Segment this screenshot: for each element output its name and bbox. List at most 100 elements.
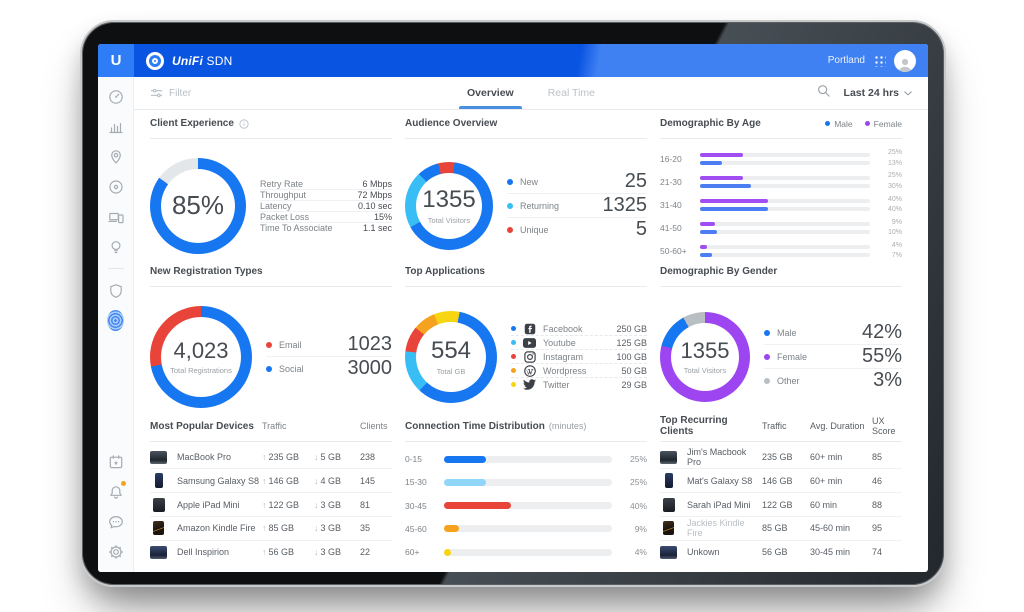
up-arrow-icon: ↑: [262, 452, 267, 463]
table-row: Mat's Galaxy S8 146 GB 60+ min 46: [660, 469, 902, 494]
sidebar-item-statistics[interactable]: [107, 118, 124, 135]
filter-button[interactable]: Filter: [150, 87, 191, 99]
metric-row: Time To Associate 1.1 sec: [260, 222, 392, 233]
chat-bubble-icon: [108, 515, 123, 528]
col-traffic: Traffic: [262, 421, 287, 432]
sidebar-item-settings[interactable]: [107, 543, 124, 560]
connection-chart: 0-15 25% 15-30 25% 30-: [405, 442, 647, 564]
device-thumbnail: [150, 450, 167, 464]
unifi-device-icon: [146, 51, 164, 70]
legend-row: Social 3000: [266, 357, 392, 380]
legend-row: Unique 5: [507, 218, 647, 241]
legend-row: New 25: [507, 170, 647, 194]
logo-letter: U: [110, 52, 122, 69]
card-registration-types: New Registration Types 4,023 Total Regis…: [150, 266, 392, 417]
shield-icon: [109, 283, 122, 298]
donut-caption: Total Registrations: [170, 366, 232, 376]
sidebar-item-map[interactable]: [107, 148, 124, 165]
sidebar-item-chat[interactable]: [107, 513, 124, 530]
age-row: 21-30 25% 30%: [660, 172, 902, 190]
time-range-select[interactable]: Last 24 hrs: [844, 87, 912, 99]
table-row: Samsung Galaxy S8 ↑ 146 GB ↓ 4 GB 145: [150, 469, 392, 494]
recurring-clients-table: Jim's Macbook Pro 235 GB 60+ min 85 Mat'…: [660, 442, 902, 564]
age-row: 50-60+ 4% 7%: [660, 241, 902, 260]
card-title: Top Applications: [405, 266, 485, 278]
access-point-icon: [108, 179, 123, 194]
search-button[interactable]: [817, 84, 830, 102]
radar-active-icon: [107, 310, 124, 331]
legend-row: Other 3%: [764, 369, 902, 392]
legend-list: Email 1023 Social 3000: [266, 333, 392, 380]
sidebar-item-traffic-insights-active[interactable]: [107, 310, 124, 331]
card-client-experience: Client Experience 85% Retry Ra: [150, 118, 392, 263]
bar-chart-icon: [108, 122, 123, 133]
col-ux-score: UX Score: [872, 416, 896, 437]
client-thumbnail: [660, 450, 677, 464]
sidebar-item-clients[interactable]: [107, 208, 124, 225]
device-thumbnail: [150, 545, 167, 559]
table-row: Unkown 56 GB 30-45 min 74: [660, 541, 902, 564]
sidebar-item-alerts[interactable]: [107, 481, 126, 500]
application-list: Facebook 250 GB Youtube 125 GB: [511, 322, 647, 391]
bell-icon: [109, 485, 122, 499]
card-top-applications: Top Applications 554 Total GB: [405, 266, 647, 417]
alert-badge: [121, 481, 126, 486]
table-row: Jackies Kindle Fire 85 GB 45-60 min 95: [660, 517, 902, 541]
info-icon[interactable]: [239, 118, 249, 129]
legend-row: Male 42%: [764, 321, 902, 346]
connection-row: 0-15 25%: [405, 454, 647, 465]
donut-number: 4,023: [173, 338, 229, 364]
card-top-recurring-clients: Top Recurring Clients Traffic Avg. Durat…: [660, 415, 902, 564]
tab-realtime[interactable]: Real Time: [547, 87, 595, 99]
sidebar-item-insights[interactable]: [107, 238, 124, 255]
card-demographic-age: Demographic By Age Male Female 16-20: [660, 118, 902, 263]
col-clients: Clients: [360, 421, 388, 432]
apps-grid-icon[interactable]: [873, 54, 886, 67]
clients-icon: [107, 212, 124, 223]
sidebar: [98, 77, 134, 572]
down-arrow-icon: ↓: [314, 499, 319, 510]
donut-value: 85%: [171, 190, 225, 220]
application-row: Youtube 125 GB: [511, 336, 647, 351]
client-thumbnail: [663, 521, 674, 536]
up-arrow-icon: ↑: [262, 475, 267, 486]
connection-row: 30-45 40%: [405, 500, 647, 511]
sidebar-item-security[interactable]: [107, 282, 124, 299]
toolbar: Filter Overview Real Time Last 24 hrs: [134, 77, 928, 110]
app-title-sdn: SDN: [206, 53, 233, 68]
sidebar-item-devices[interactable]: [107, 178, 124, 195]
sidebar-divider: [107, 268, 124, 269]
card-connection-time: Connection Time Distribution (minutes) 0…: [405, 421, 647, 564]
metric-row: Latency 0.10 sec: [260, 200, 392, 212]
facebook-icon: [523, 322, 536, 335]
application-row: Instagram 100 GB: [511, 350, 647, 365]
donut-number: 1355: [680, 338, 730, 364]
app-title-unifi: UniFi: [172, 53, 203, 68]
sidebar-item-calendar[interactable]: [107, 453, 124, 470]
sidebar-item-dashboard[interactable]: [107, 88, 124, 105]
search-icon: [817, 85, 830, 97]
card-title: Connection Time Distribution: [405, 420, 545, 432]
table-row: MacBook Pro ↑ 235 GB ↓ 5 GB 238: [150, 446, 392, 470]
metric-row: Packet Loss 15%: [260, 211, 392, 223]
site-name[interactable]: Portland: [827, 55, 865, 66]
application-row: Twitter 29 GB: [511, 378, 647, 391]
time-range-label: Last 24 hrs: [843, 87, 899, 99]
age-chart: 16-20 25% 13% 21-30 25% 30%: [660, 139, 902, 263]
application-row: Facebook 250 GB: [511, 322, 647, 337]
up-arrow-icon: ↑: [262, 523, 267, 534]
application-row: Wordpress 50 GB: [511, 364, 647, 379]
card-title: Audience Overview: [405, 118, 498, 129]
donut-caption: Total Visitors: [427, 216, 471, 225]
registration-donut: 4,023 Total Registrations: [150, 305, 252, 408]
lightbulb-icon: [110, 240, 121, 253]
ubiquiti-logo: U: [98, 44, 134, 77]
sidebar-bottom-group: [107, 453, 126, 560]
tab-overview[interactable]: Overview: [459, 77, 522, 109]
gear-icon: [108, 544, 123, 559]
youtube-icon: [523, 336, 536, 349]
user-avatar[interactable]: [894, 49, 916, 72]
col-duration: Avg. Duration: [810, 421, 865, 432]
down-arrow-icon: ↓: [314, 475, 319, 486]
